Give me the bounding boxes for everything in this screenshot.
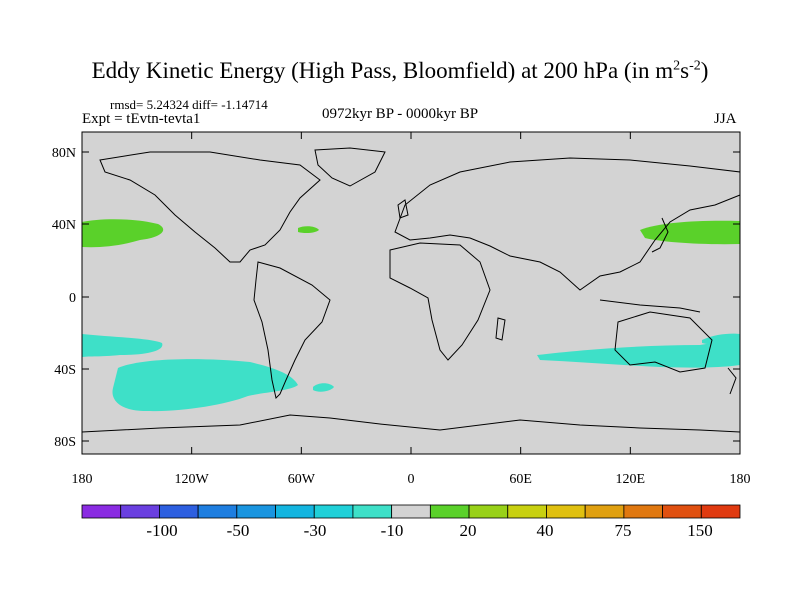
colorbar-swatch xyxy=(81,504,122,519)
coastlines xyxy=(81,147,741,433)
colorbar-label: -10 xyxy=(381,521,404,540)
coastline-uk xyxy=(397,199,409,219)
colorbar-swatch xyxy=(700,504,741,519)
lon-tick-label: 60W xyxy=(288,472,316,487)
coastline-japan xyxy=(651,217,669,253)
colorbar-swatch xyxy=(159,504,199,519)
colorbar-label: 75 xyxy=(615,521,632,540)
colorbar-swatch xyxy=(468,504,509,519)
colorbar-label: -30 xyxy=(304,521,327,540)
colorbar-swatch xyxy=(352,504,393,519)
colorbar-swatch xyxy=(236,504,276,519)
coastline-greenland xyxy=(314,147,386,187)
lon-tick-label: 120W xyxy=(175,472,210,487)
colorbar-labels: -100 -50 -30 -10 20 40 75 150 xyxy=(146,521,712,540)
experiment-label: Expt = tEvtn-tevta1 xyxy=(82,111,201,127)
anomaly-region-north-pacific-east xyxy=(82,219,164,248)
anomaly-region-south-pacific-central xyxy=(112,359,298,412)
title-main: Eddy Kinetic Energy (High Pass, Bloomfie… xyxy=(91,58,674,83)
lon-tick-label: 60E xyxy=(509,472,532,487)
colorbar-swatch xyxy=(197,504,238,519)
colorbar-swatch xyxy=(584,504,625,519)
colorbar-swatch xyxy=(275,504,315,519)
lat-tick-label: 80S xyxy=(54,435,76,450)
title-unit-mid: s xyxy=(680,58,690,83)
colorbar-swatch xyxy=(429,504,470,519)
coastline-north-america xyxy=(99,151,321,263)
coastline-madagascar xyxy=(495,317,506,341)
anomaly-region-indian-ocean xyxy=(537,336,740,368)
coastline-south-america xyxy=(253,261,331,399)
colorbar-swatch xyxy=(623,504,663,519)
title-close: ) xyxy=(700,58,709,83)
stats-text: rmsd= 5.24324 diff= -1.14714 xyxy=(110,97,268,112)
coastline-africa xyxy=(389,242,491,361)
colorbar-label: -100 xyxy=(146,521,177,540)
colorbar-label: -50 xyxy=(227,521,250,540)
negative-anomaly-regions xyxy=(82,333,740,412)
season-label: JJA xyxy=(714,111,737,127)
latitude-axis: 80N 40N 0 40S 80S xyxy=(52,146,740,450)
lon-tick-label: 0 xyxy=(408,472,415,487)
coastline-eurasia xyxy=(394,157,741,291)
coastline-indonesia xyxy=(599,299,701,313)
period-label: 0972kyr BP - 0000kyr BP xyxy=(321,106,479,122)
colorbar-swatch xyxy=(662,504,702,519)
title-unit-sup1: 2 xyxy=(673,58,681,74)
coastline-antarctica xyxy=(81,414,741,433)
colorbar-swatch xyxy=(507,504,547,519)
colorbar-swatch xyxy=(391,504,431,519)
map-title: Eddy Kinetic Energy (High Pass, Bloomfie… xyxy=(0,58,800,84)
coastline-new-zealand xyxy=(727,367,737,395)
lat-tick-label: 40S xyxy=(54,363,76,378)
anomaly-region-south-atlantic xyxy=(313,383,334,392)
lon-tick-label: 180 xyxy=(730,472,751,487)
lat-tick-label: 40N xyxy=(52,218,76,233)
colorbar-swatch xyxy=(313,504,354,519)
lat-tick-label: 80N xyxy=(52,146,76,161)
colorbar-label: 150 xyxy=(687,521,713,540)
colorbar xyxy=(81,504,741,519)
title-unit-sup2: -2 xyxy=(689,58,701,74)
colorbar-swatch xyxy=(546,504,586,519)
colorbar-swatch xyxy=(120,504,160,519)
colorbar-label: 20 xyxy=(460,521,477,540)
lon-tick-label: 120E xyxy=(616,472,646,487)
anomaly-region-south-pacific-east xyxy=(82,334,163,357)
lon-tick-label: 180 xyxy=(72,472,93,487)
colorbar-label: 40 xyxy=(537,521,554,540)
lat-tick-label: 0 xyxy=(69,291,76,306)
anomaly-region-north-atlantic xyxy=(298,226,319,234)
coastline-australia xyxy=(614,311,713,373)
longitude-axis: 180 120W 60W 0 60E 120E 180 xyxy=(72,132,751,487)
